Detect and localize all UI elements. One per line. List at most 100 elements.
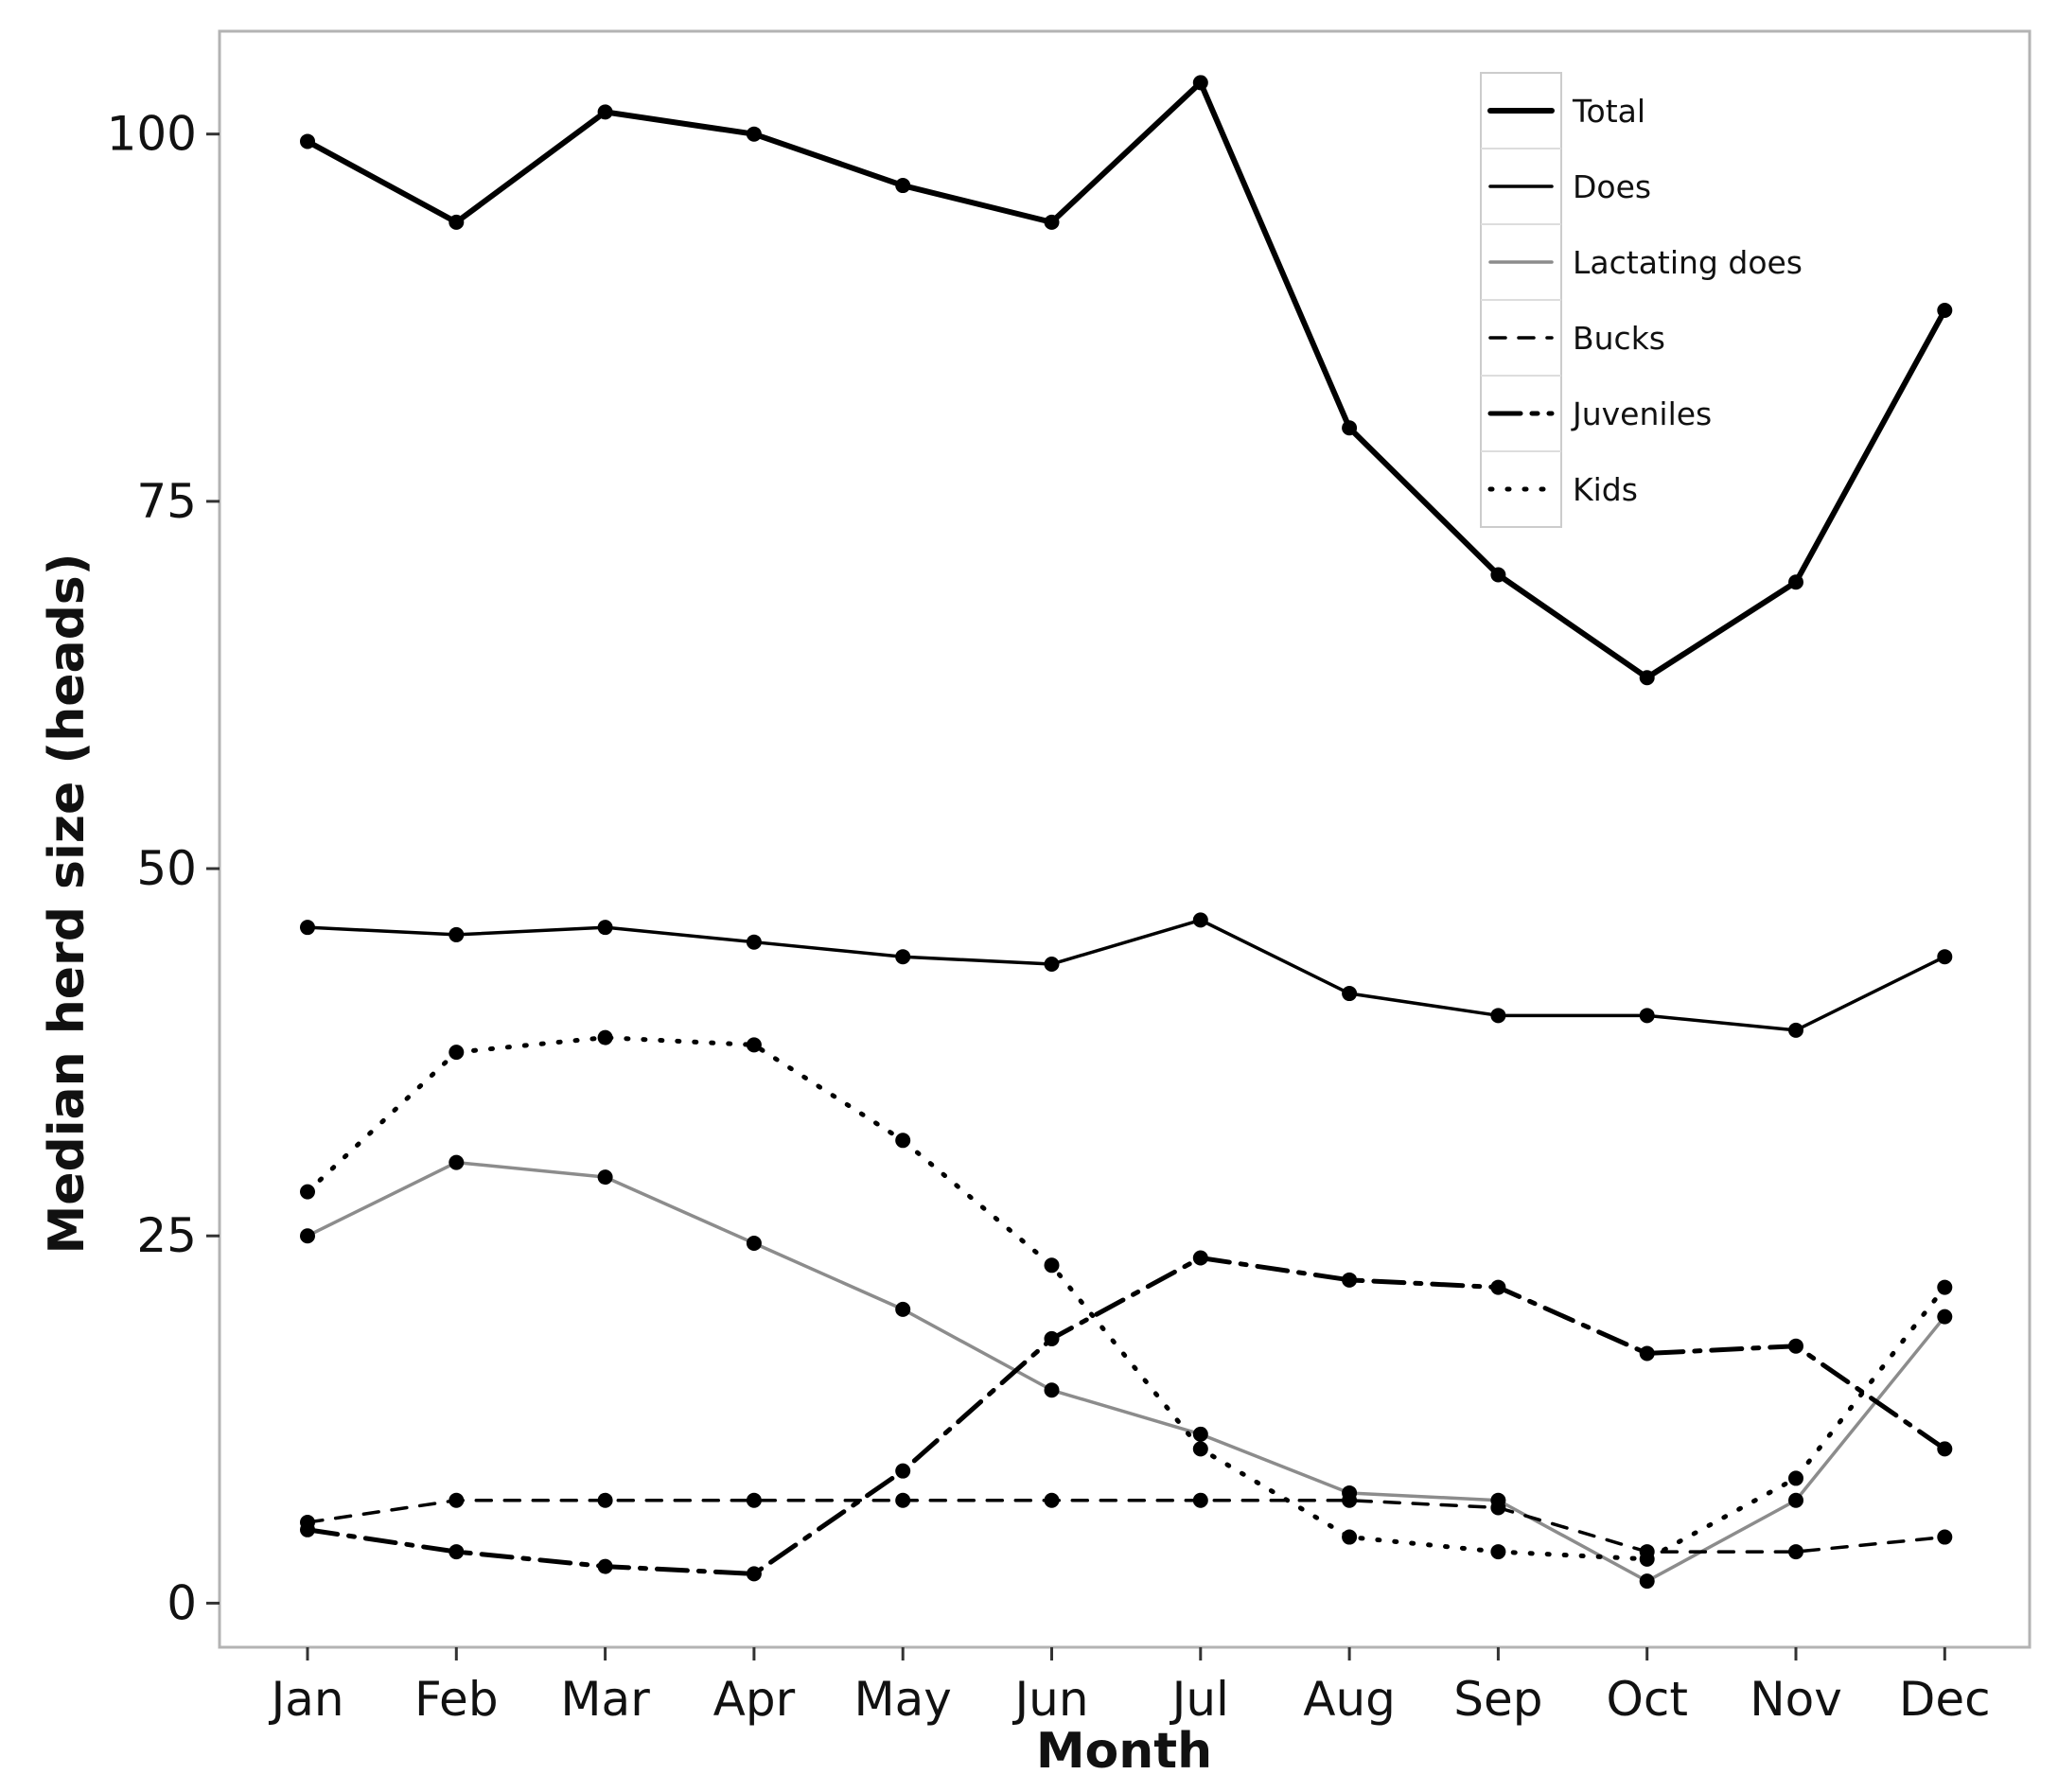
data-point-lactating-does — [597, 1169, 613, 1186]
x-tick-label: Jul — [1170, 1672, 1229, 1727]
data-point-lactating-does — [1192, 1426, 1208, 1442]
data-point-does — [1788, 1022, 1803, 1038]
data-point-does — [1937, 949, 1953, 965]
data-point-bucks — [1788, 1544, 1803, 1560]
data-point-bucks — [1342, 1492, 1358, 1508]
data-point-juveniles — [597, 1558, 613, 1574]
legend-label-juveniles: Juveniles — [1571, 395, 1712, 432]
data-point-kids — [1044, 1257, 1060, 1274]
x-tick-label: Jan — [268, 1672, 343, 1727]
y-tick-label: 75 — [136, 474, 197, 529]
x-tick-label: Sep — [1453, 1672, 1542, 1727]
data-point-juveniles — [895, 1463, 911, 1479]
data-point-juveniles — [1937, 1441, 1953, 1457]
data-point-total — [1192, 75, 1208, 91]
x-tick-label: Dec — [1899, 1672, 1991, 1727]
data-point-juveniles — [449, 1544, 465, 1560]
series-line-does — [306, 918, 1947, 1032]
x-tick-label: Nov — [1750, 1672, 1842, 1727]
plot-panel — [218, 29, 2032, 1649]
x-tick-label: Jun — [1011, 1672, 1088, 1727]
series-line-bucks — [306, 1498, 1947, 1554]
x-axis-title: Month — [1036, 1723, 1212, 1780]
data-point-total — [449, 214, 465, 230]
data-point-total — [1639, 670, 1655, 686]
x-tick-label: Apr — [713, 1672, 796, 1727]
data-point-kids — [449, 1045, 465, 1061]
data-point-bucks — [449, 1492, 465, 1508]
data-point-juveniles — [1192, 1250, 1208, 1266]
data-point-bucks — [1490, 1500, 1506, 1516]
y-axis-title: Median herd size (heads) — [39, 553, 96, 1254]
y-tick-label: 50 — [136, 841, 197, 896]
data-point-bucks — [1937, 1529, 1953, 1545]
data-point-lactating-does — [300, 1228, 315, 1244]
data-point-kids — [895, 1133, 911, 1149]
data-point-juveniles — [1490, 1279, 1506, 1295]
data-point-kids — [1639, 1551, 1655, 1567]
data-point-total — [597, 104, 613, 120]
x-tick-label: May — [854, 1672, 952, 1727]
data-point-bucks — [1044, 1492, 1060, 1508]
data-point-total — [1342, 420, 1358, 436]
data-point-juveniles — [1639, 1345, 1655, 1362]
series-line-kids — [305, 1035, 1947, 1562]
data-point-lactating-does — [1639, 1573, 1655, 1590]
legend-label-kids: Kids — [1573, 471, 1638, 508]
data-point-does — [895, 949, 911, 965]
legend: Total Does Lactating does Bucks Juveniles Kid… — [1480, 72, 1803, 528]
data-point-bucks — [746, 1492, 762, 1508]
series-line-juveniles — [305, 1256, 1947, 1576]
data-point-does — [300, 920, 315, 936]
series-layer — [300, 75, 1953, 1590]
data-point-bucks — [1192, 1492, 1208, 1508]
data-point-total — [1788, 574, 1803, 590]
data-point-does — [1044, 956, 1060, 972]
legend-label-total: Total — [1572, 93, 1645, 130]
x-tick-label: Mar — [560, 1672, 650, 1727]
x-tick-label: Oct — [1606, 1672, 1687, 1727]
data-point-does — [597, 920, 613, 936]
data-point-does — [449, 926, 465, 942]
data-point-does — [1342, 986, 1358, 1002]
x-tick-label: Feb — [414, 1672, 499, 1727]
data-point-does — [1192, 912, 1208, 928]
data-point-total — [746, 126, 762, 142]
data-point-kids — [1490, 1544, 1506, 1560]
series-line-lactating-does — [306, 1160, 1947, 1583]
data-point-juveniles — [746, 1566, 762, 1582]
data-point-does — [1490, 1008, 1506, 1024]
data-point-total — [1937, 303, 1953, 319]
data-point-kids — [1192, 1441, 1208, 1457]
data-point-kids — [746, 1037, 762, 1053]
data-point-does — [1639, 1008, 1655, 1024]
data-point-does — [746, 934, 762, 950]
data-point-total — [1044, 214, 1060, 230]
data-point-juveniles — [1342, 1272, 1358, 1288]
series-line-total — [305, 79, 1948, 681]
x-tick-label: Aug — [1303, 1672, 1396, 1727]
data-point-kids — [1788, 1470, 1803, 1486]
y-tick-label: 25 — [136, 1208, 197, 1263]
data-point-kids — [597, 1029, 613, 1045]
y-tick-label: 0 — [167, 1575, 197, 1630]
data-point-bucks — [895, 1492, 911, 1508]
data-point-total — [1490, 567, 1506, 583]
data-point-kids — [1937, 1279, 1953, 1295]
data-point-kids — [1342, 1529, 1358, 1545]
data-point-lactating-does — [1044, 1382, 1060, 1398]
data-point-juveniles — [1044, 1330, 1060, 1346]
data-point-lactating-does — [895, 1301, 911, 1317]
data-point-lactating-does — [1937, 1309, 1953, 1325]
data-point-lactating-does — [449, 1154, 465, 1170]
data-point-total — [300, 133, 315, 149]
data-point-kids — [300, 1184, 315, 1200]
data-point-total — [895, 178, 911, 194]
y-tick-label: 100 — [107, 107, 197, 162]
data-point-lactating-does — [1788, 1492, 1803, 1508]
data-point-juveniles — [300, 1521, 315, 1537]
axes: 0 25 50 75 100 Jan Feb Mar Apr May Jun Jul Aug Sep Oct… — [107, 107, 1991, 1727]
legend-label-bucks: Bucks — [1573, 320, 1665, 357]
data-point-juveniles — [1788, 1338, 1803, 1354]
